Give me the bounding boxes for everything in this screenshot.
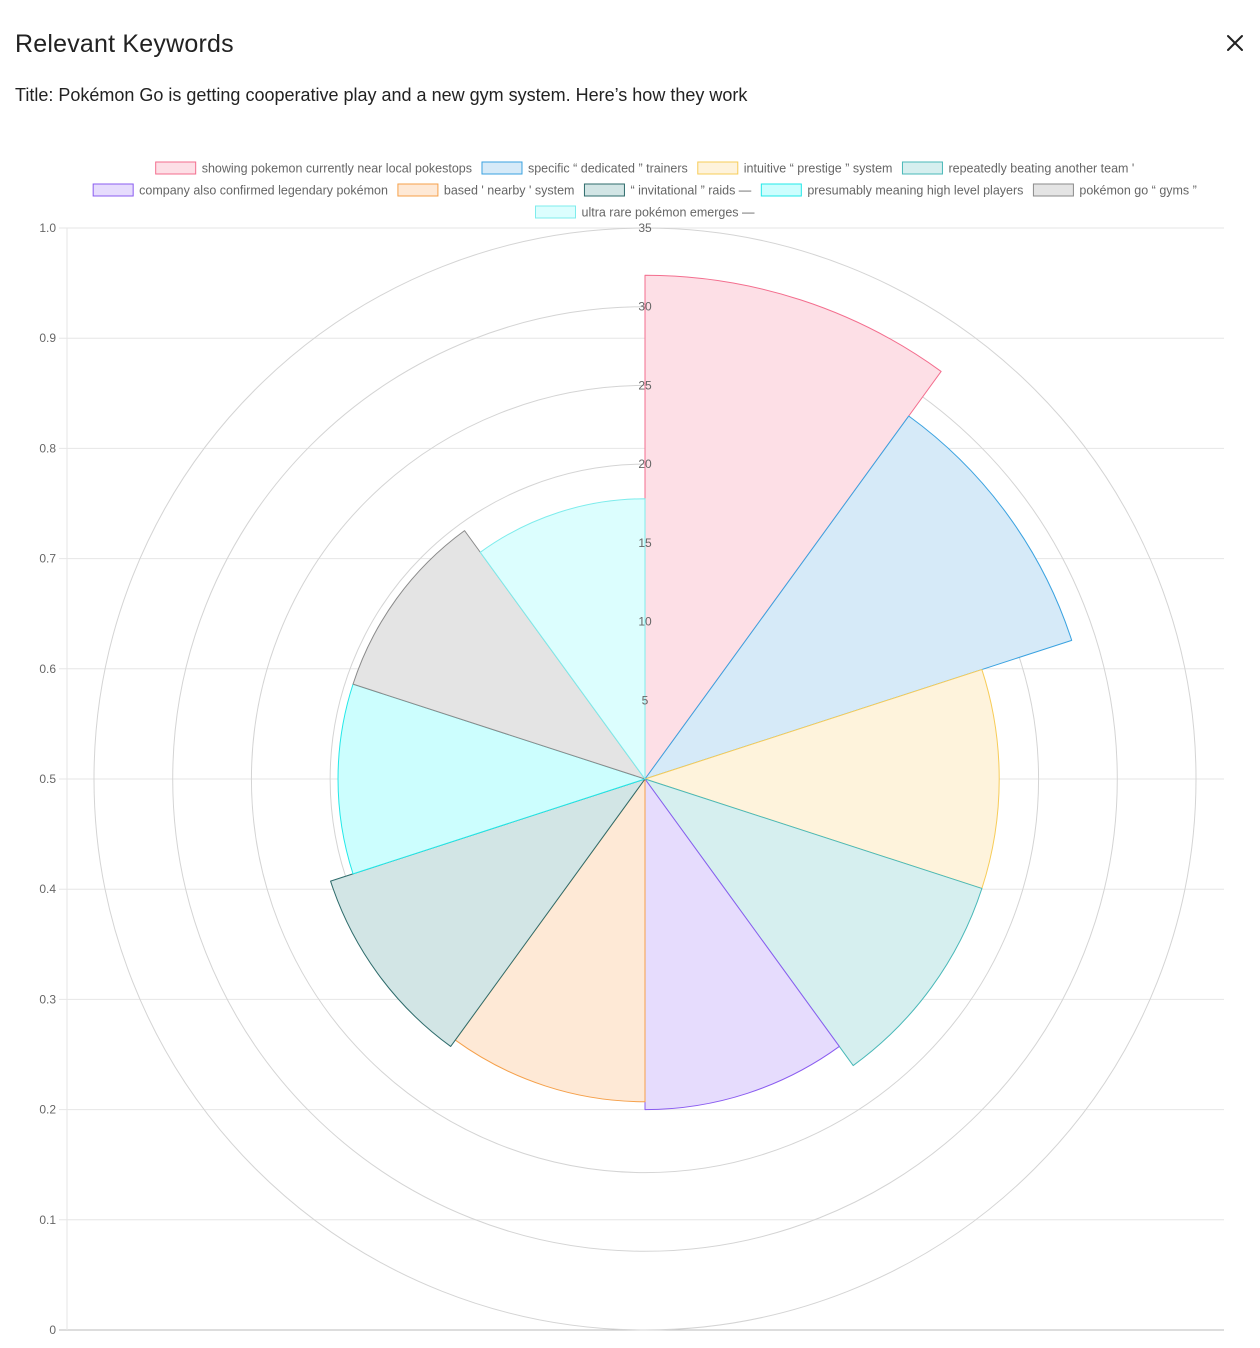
polar-segment[interactable] <box>352 530 646 780</box>
y-tick-label: 0.2 <box>39 1103 56 1117</box>
radial-tick-label: 20 <box>638 457 652 471</box>
legend-swatch[interactable] <box>697 161 739 175</box>
radial-tick-label: 25 <box>638 378 652 392</box>
legend-swatch[interactable] <box>92 183 134 197</box>
polar-segment[interactable] <box>337 683 646 875</box>
radial-gridline <box>93 227 1197 1331</box>
radial-tick-label: 30 <box>638 300 652 314</box>
article-title-line: Title: Pokémon Go is getting cooperative… <box>15 85 747 106</box>
y-tick-label: 0.4 <box>39 882 56 896</box>
polar-segment[interactable] <box>644 778 983 1067</box>
y-tick-label: 1.0 <box>39 221 56 235</box>
polar-segment[interactable] <box>644 274 942 780</box>
y-tick-label: 0.5 <box>39 772 56 786</box>
dialog-title: Relevant Keywords <box>15 30 234 58</box>
subtitle-prefix: Title: <box>15 85 59 105</box>
legend-swatch[interactable] <box>760 183 802 197</box>
polar-segment[interactable] <box>479 498 646 780</box>
close-icon <box>1227 35 1243 51</box>
radial-tick-label: 5 <box>642 693 649 707</box>
legend-label: repeatedly beating another team ' <box>948 162 1134 176</box>
legend-label: specific “ dedicated ” trainers <box>528 162 688 176</box>
y-tick-label: 0.3 <box>39 992 56 1006</box>
y-tick-label: 0.9 <box>39 331 56 345</box>
y-tick-label: 0.1 <box>39 1213 56 1227</box>
polar-segment[interactable] <box>644 669 1000 889</box>
legend-label: pokémon go “ gyms ” <box>1079 184 1196 198</box>
radial-tick-label: 15 <box>638 536 652 550</box>
legend-swatch[interactable] <box>155 161 197 175</box>
y-tick-label: 0 <box>49 1323 56 1337</box>
polar-segment[interactable] <box>454 778 646 1103</box>
legend-label: ultra rare pokémon emerges — <box>582 206 755 220</box>
radial-tick-label: 10 <box>638 615 652 629</box>
radial-tick-label: 35 <box>638 221 652 235</box>
polar-segment[interactable] <box>330 778 646 1047</box>
legend-label: based ' nearby ' system <box>444 184 575 198</box>
legend-swatch[interactable] <box>481 161 523 175</box>
legend-label: company also confirmed legendary pokémon <box>139 184 388 198</box>
legend-swatch[interactable] <box>535 205 576 219</box>
y-tick-label: 0.7 <box>39 552 56 566</box>
polar-segment[interactable] <box>644 415 1073 780</box>
legend-swatch[interactable] <box>397 183 439 197</box>
legend-swatch[interactable] <box>1032 183 1074 197</box>
y-tick-label: 0.8 <box>39 441 56 455</box>
polar-segment[interactable] <box>644 778 840 1111</box>
y-tick-label: 0.6 <box>39 662 56 676</box>
legend-swatch[interactable] <box>901 161 943 175</box>
legend-label: “ invitational ” raids — <box>630 184 751 198</box>
article-title: Pokémon Go is getting cooperative play a… <box>58 85 748 105</box>
legend-label: intuitive “ prestige ” system <box>744 162 893 176</box>
legend-swatch[interactable] <box>583 183 625 197</box>
close-button[interactable] <box>1219 28 1251 60</box>
legend-label: showing pokemon currently near local pok… <box>202 162 472 176</box>
legend-label: presumably meaning high level players <box>807 184 1023 198</box>
